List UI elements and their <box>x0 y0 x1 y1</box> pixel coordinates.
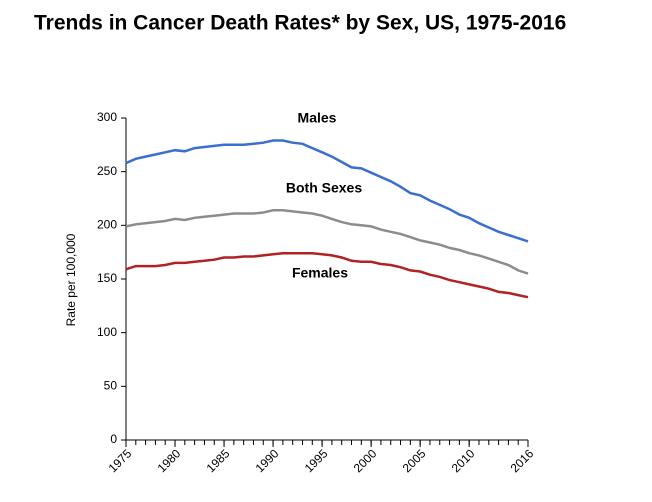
x-tick-label: 2016 <box>508 446 537 475</box>
y-tick-label: 100 <box>97 325 117 339</box>
y-axis-label: Rate per 100,000 <box>64 233 78 326</box>
series-line <box>125 139 529 243</box>
x-tick-label: 1975 <box>106 446 135 475</box>
series-line <box>125 209 529 275</box>
x-tick-label: 1995 <box>302 446 331 475</box>
series-label: Females <box>292 265 348 281</box>
y-tick-label: 150 <box>97 271 117 285</box>
y-tick-label: 50 <box>104 379 118 393</box>
x-tick-label: 2000 <box>351 446 380 475</box>
x-tick-label: 2010 <box>449 446 478 475</box>
chart-title: Trends in Cancer Death Rates* by Sex, US… <box>34 12 566 35</box>
y-tick-label: 200 <box>97 218 117 232</box>
series-label: Both Sexes <box>286 180 362 196</box>
y-tick-label: 300 <box>97 110 117 124</box>
x-tick-label: 1980 <box>155 446 184 475</box>
x-tick-label: 2005 <box>400 446 429 475</box>
y-tick-label: 250 <box>97 164 117 178</box>
series-label: Males <box>298 110 337 126</box>
series-line <box>125 251 529 299</box>
x-tick-label: 1990 <box>253 446 282 475</box>
x-tick-label: 1985 <box>204 446 233 475</box>
y-tick-label: 0 <box>110 432 117 446</box>
